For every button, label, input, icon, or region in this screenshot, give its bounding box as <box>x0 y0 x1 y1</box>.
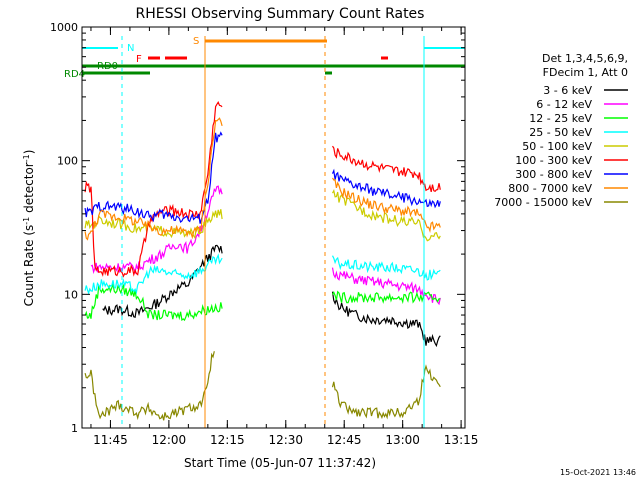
legend-label: 300 - 800 keV <box>515 168 592 181</box>
legend-header-1: Det 1,3,4,5,6,9, <box>542 52 628 65</box>
y-axis-label: Count Rate (s-1 detector-1) <box>22 150 37 307</box>
legend-label: 800 - 7000 keV <box>508 182 592 195</box>
plot-series-group <box>84 101 441 421</box>
x-tick-label: 13:00 <box>385 433 420 447</box>
y-axis: 1 10 100 1000 <box>50 21 465 435</box>
x-tick-label: 11:45 <box>93 433 128 447</box>
series-line-8 <box>84 351 441 421</box>
flag-label-f: F <box>136 54 142 65</box>
x-axis: 11:45 12:00 12:15 12:30 12:45 13:00 13:15 <box>90 27 479 447</box>
x-tick-label: 12:30 <box>268 433 303 447</box>
flag-label-n: N <box>127 43 134 54</box>
flag-label-s: S <box>193 36 199 47</box>
legend-label: 3 - 6 keV <box>543 84 592 97</box>
flag-label-rd4: RD4 <box>64 69 85 80</box>
series-line-4 <box>84 188 441 242</box>
y-tick-label: 1 <box>71 422 78 435</box>
y-label-part-3: ) <box>22 150 36 155</box>
y-tick-label: 100 <box>57 155 78 168</box>
legend-label: 7000 - 15000 keV <box>494 196 592 209</box>
flag-bars-group: N F S RD0 RD4 <box>64 36 466 428</box>
flag-label-rd0: RD0 <box>97 61 118 72</box>
y-tick-label: 1000 <box>50 21 78 34</box>
x-tick-label: 12:15 <box>210 433 245 447</box>
series-line-3 <box>84 253 441 296</box>
chart-title: RHESSI Observing Summary Count Rates <box>136 6 425 22</box>
legend-label: 100 - 300 keV <box>515 154 592 167</box>
series-line-2 <box>84 282 441 322</box>
legend-label: 50 - 100 keV <box>522 140 592 153</box>
legend-header-2: FDecim 1, Att 0 <box>543 66 628 79</box>
x-tick-label: 13:15 <box>444 433 479 447</box>
plot-frame <box>81 26 466 429</box>
x-tick-label: 12:00 <box>152 433 187 447</box>
x-axis-label: Start Time (05-Jun-07 11:37:42) <box>184 456 376 470</box>
x-tick-label: 12:45 <box>327 433 362 447</box>
legend: Det 1,3,4,5,6,9, FDecim 1, Att 0 3 - 6 k… <box>494 52 628 209</box>
legend-label: 25 - 50 keV <box>529 126 592 139</box>
y-label-part-1: Count Rate (s <box>22 225 36 307</box>
series-line-7 <box>84 117 441 241</box>
y-tick-label: 10 <box>64 288 78 301</box>
series-line-0 <box>102 244 441 348</box>
series-line-6 <box>84 131 441 224</box>
footer-timestamp: 15-Oct-2021 13:46 <box>560 468 636 477</box>
y-label-sup-1: -1 <box>22 217 31 225</box>
y-label-part-2: detector <box>22 162 36 217</box>
legend-label: 12 - 25 keV <box>529 112 592 125</box>
y-label-sup-2: -1 <box>22 154 31 162</box>
legend-label: 6 - 12 keV <box>536 98 592 111</box>
